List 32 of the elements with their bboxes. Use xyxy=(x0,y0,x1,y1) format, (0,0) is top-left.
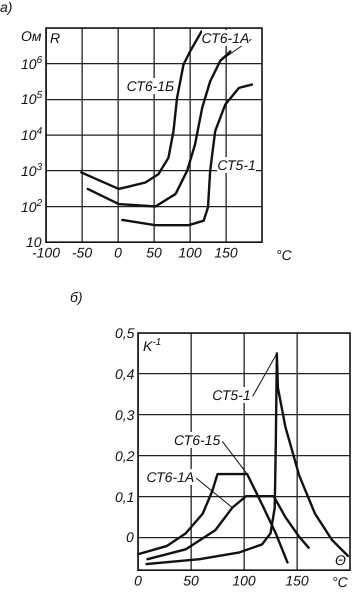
series-label: СТ5-1 xyxy=(212,387,251,404)
x-tick-label: 150 xyxy=(285,572,309,588)
y-tick-label: 10$^{5}$ xyxy=(21,90,42,108)
series-label: СТ6-15 xyxy=(174,432,220,448)
text: СТ6-1А xyxy=(146,469,194,486)
chart-title: а) xyxy=(0,0,12,15)
y-axis-title: Ом xyxy=(21,28,42,44)
y-tick-label: 0 xyxy=(126,529,134,546)
y-tick-label: 0,2 xyxy=(115,448,134,464)
y-tick-label: 0,3 xyxy=(115,406,134,423)
y-tick-label: 0,4 xyxy=(115,366,134,382)
x-axis-title: °C xyxy=(276,247,292,264)
y-tick-label: 10$^{3}$ xyxy=(21,162,42,179)
y-axis-title: K$^{-1}$ xyxy=(143,337,162,354)
series-label: СТ6-1Б xyxy=(126,78,174,94)
annotation: Θ xyxy=(335,552,346,568)
y-tick-label: 10$^{6}$ xyxy=(21,54,42,72)
series-label: СТ5-1 xyxy=(217,156,256,172)
annotation: R xyxy=(50,30,60,46)
x-tick-label: 150 xyxy=(214,244,238,260)
x-tick-label: 100 xyxy=(178,244,202,260)
x-tick-label: 50 xyxy=(183,572,199,588)
series-label: СТ6-1А xyxy=(202,30,250,46)
x-tick-label: 100 xyxy=(232,572,256,588)
y-tick-label: 0,1 xyxy=(115,488,134,505)
y-tick-label: 0,5 xyxy=(115,325,134,341)
chart-title: б) xyxy=(70,289,83,305)
x-tick-label: -50 xyxy=(72,244,92,260)
x-tick-label: 50 xyxy=(146,244,162,260)
y-tick-label: 10$^{4}$ xyxy=(21,126,42,144)
y-tick-label: 10$^{2}$ xyxy=(21,198,42,214)
x-axis-title: °C xyxy=(332,574,348,590)
